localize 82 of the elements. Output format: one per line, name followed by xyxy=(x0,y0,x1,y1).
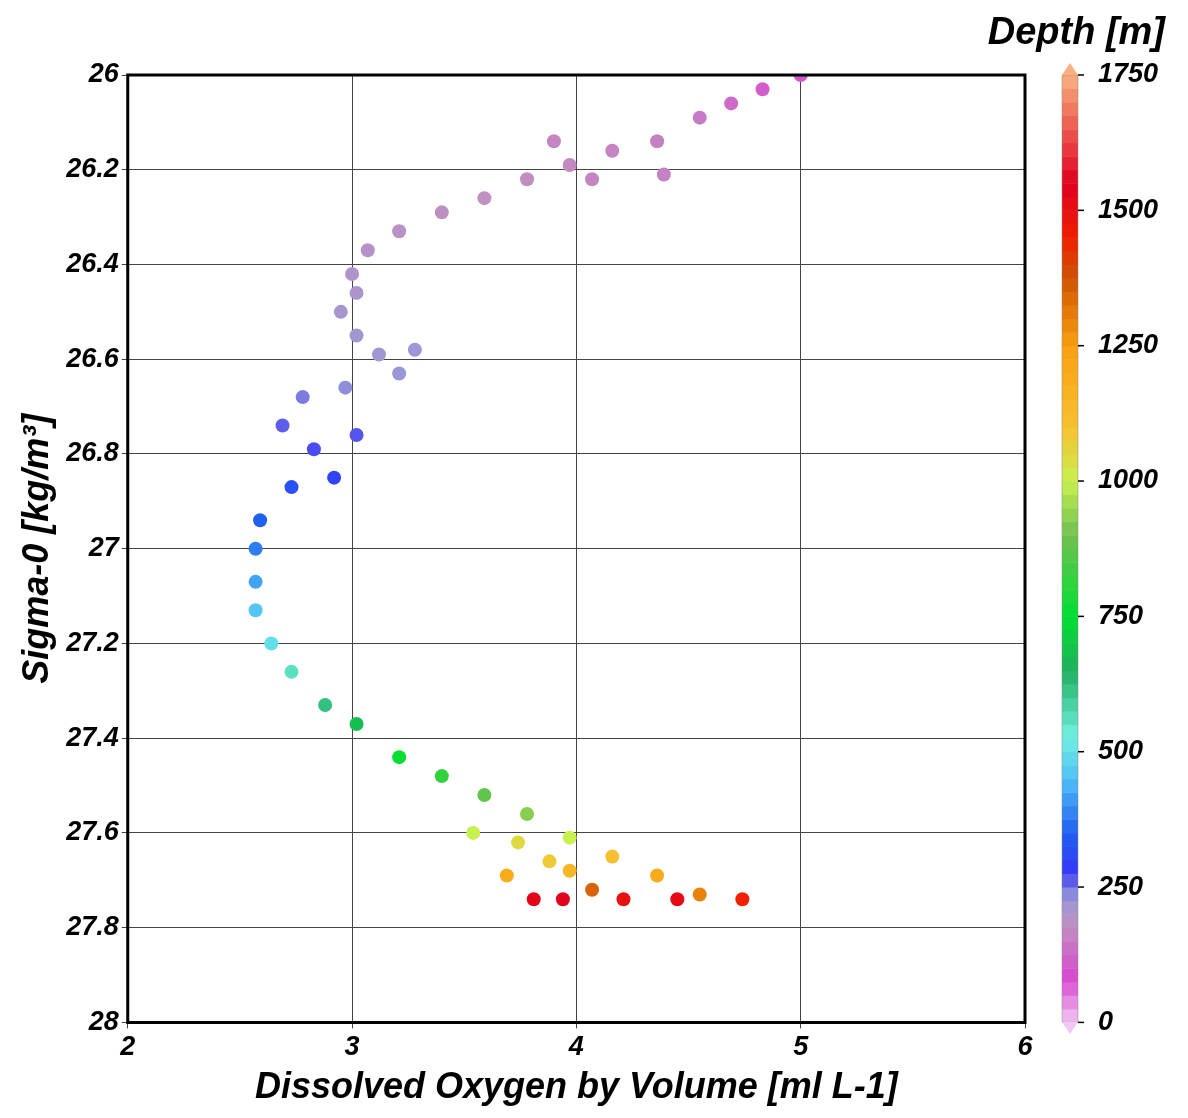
y-axis-title: Sigma-0 [kg/m³] xyxy=(14,412,56,684)
point xyxy=(371,347,386,362)
point xyxy=(248,541,263,556)
point xyxy=(349,428,364,443)
point xyxy=(434,769,449,784)
x-axis-title: Dissolved Oxygen by Volume [ml L-1] xyxy=(254,1065,899,1107)
point xyxy=(616,892,631,907)
color-bar-label: 1250 xyxy=(1098,329,1159,360)
point xyxy=(333,304,348,319)
point xyxy=(670,892,685,907)
y-tick-label: 27.8 xyxy=(65,911,119,942)
color-bar-label: 1750 xyxy=(1098,58,1159,89)
point xyxy=(295,390,310,405)
y-tick-label: 26.4 xyxy=(65,247,119,278)
point xyxy=(392,366,407,381)
color-bar-label: 1000 xyxy=(1098,464,1159,495)
point xyxy=(555,892,570,907)
point xyxy=(318,698,333,713)
point xyxy=(338,380,353,395)
point xyxy=(692,110,707,125)
point xyxy=(466,825,481,840)
point xyxy=(724,96,739,111)
point xyxy=(585,172,600,187)
color-bar-label: 1500 xyxy=(1098,193,1159,224)
point xyxy=(392,224,407,239)
color-bar-title: Depth [m] xyxy=(987,10,1167,52)
point xyxy=(407,342,422,357)
point xyxy=(248,603,263,618)
point xyxy=(345,266,360,281)
point xyxy=(248,574,263,589)
point xyxy=(656,167,671,182)
y-tick-label: 28 xyxy=(87,1005,119,1036)
point xyxy=(392,750,407,765)
point xyxy=(349,328,364,343)
y-tick-label: 26.2 xyxy=(65,153,119,184)
y-tick-label: 27 xyxy=(87,532,121,563)
point xyxy=(520,806,535,821)
y-tick-label: 26.8 xyxy=(65,437,119,468)
x-tick-label: 6 xyxy=(1017,1031,1034,1062)
point xyxy=(650,868,665,883)
color-bar-label: 750 xyxy=(1098,599,1144,630)
y-tick-label: 27.6 xyxy=(65,816,120,847)
point xyxy=(284,664,299,679)
point xyxy=(585,882,600,897)
x-tick-label: 4 xyxy=(567,1031,584,1062)
point xyxy=(511,835,526,850)
point xyxy=(755,82,770,97)
point xyxy=(692,887,707,902)
point xyxy=(562,158,577,172)
x-tick-label: 5 xyxy=(793,1031,810,1062)
point xyxy=(477,191,492,206)
x-tick-label: 2 xyxy=(119,1031,136,1062)
y-tick-label: 26 xyxy=(87,58,120,89)
point xyxy=(306,442,321,457)
point xyxy=(735,892,750,907)
point xyxy=(253,513,268,528)
point xyxy=(526,892,541,907)
point xyxy=(546,134,561,149)
y-tick-label: 26.6 xyxy=(65,342,120,373)
point xyxy=(650,134,665,149)
point xyxy=(605,849,620,864)
point xyxy=(477,788,492,803)
point xyxy=(562,830,577,845)
point xyxy=(284,480,299,495)
y-tick-label: 27.4 xyxy=(65,721,119,752)
point xyxy=(327,470,342,485)
point xyxy=(499,868,514,883)
point xyxy=(264,636,279,651)
point xyxy=(605,143,620,158)
point xyxy=(275,418,290,433)
point xyxy=(360,243,375,258)
point xyxy=(542,854,557,869)
color-bar-label: 500 xyxy=(1098,735,1144,766)
point xyxy=(349,285,364,300)
color-bar-label: 250 xyxy=(1097,870,1144,901)
color-bar-label: 0 xyxy=(1098,1005,1114,1036)
point xyxy=(562,863,577,878)
point xyxy=(349,716,364,731)
x-tick-label: 3 xyxy=(344,1031,360,1062)
point xyxy=(520,172,535,187)
point xyxy=(434,205,449,220)
y-tick-label: 27.2 xyxy=(65,626,119,657)
